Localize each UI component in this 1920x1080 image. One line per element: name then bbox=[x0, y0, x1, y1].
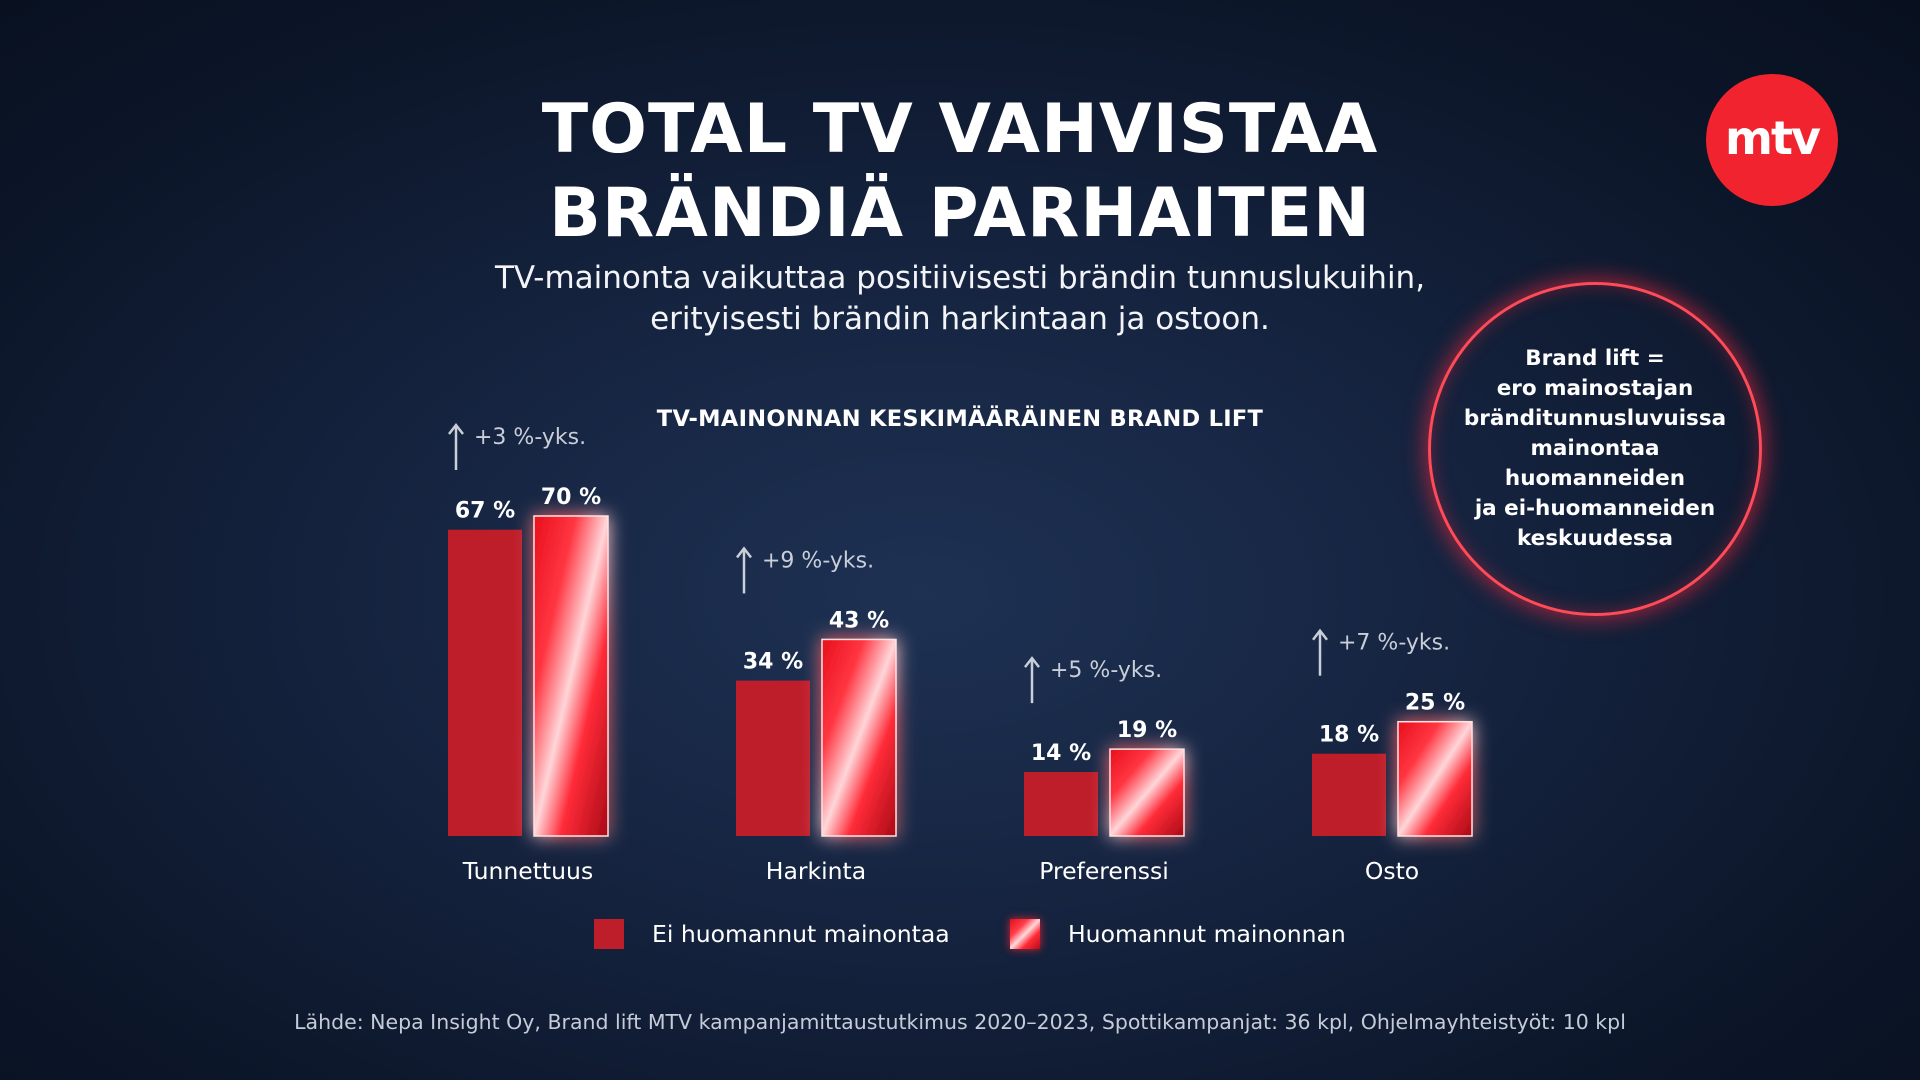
legend-swatch-not-noticed bbox=[594, 919, 624, 949]
category-label-tunnettuus: Tunnettuus bbox=[462, 857, 593, 885]
lift-arrow-head-icon bbox=[1024, 656, 1040, 668]
lift-label: +9 %-yks. bbox=[762, 548, 874, 573]
bar-noticed-tunnettuus bbox=[533, 515, 609, 837]
bar-noticed-harkinta bbox=[821, 638, 897, 837]
definition-line: ja ei-huomanneiden bbox=[1474, 496, 1716, 521]
legend-label-noticed: Huomannut mainonnan bbox=[1068, 920, 1346, 948]
definition-line: mainontaa huomanneiden bbox=[1504, 436, 1686, 491]
value-label-not-noticed: 14 % bbox=[1031, 741, 1091, 766]
page-subtitle: TV-mainonta vaikuttaa positiivisesti brä… bbox=[0, 258, 1920, 340]
category-label-osto: Osto bbox=[1365, 857, 1419, 885]
page-title: TOTAL TV VAHVISTAA BRÄNDIÄ PARHAITEN bbox=[0, 88, 1920, 256]
lift-arrow-head-icon bbox=[736, 546, 752, 559]
value-label-noticed: 43 % bbox=[829, 608, 889, 633]
bar-not-noticed-osto bbox=[1312, 753, 1386, 836]
chart-title: TV-MAINONNAN KESKIMÄÄRÄINEN BRAND LIFT bbox=[656, 406, 1264, 432]
mtv-logo-text: mtv bbox=[1725, 111, 1821, 165]
brand-lift-definition-text: Brand lift = ero mainostajan bränditunnu… bbox=[1450, 344, 1740, 554]
lift-arrow-head-icon bbox=[448, 422, 464, 435]
definition-line: bränditunnusluvuissa bbox=[1463, 406, 1727, 431]
title-line-2: BRÄNDIÄ PARHAITEN bbox=[549, 174, 1371, 253]
definition-line: ero mainostajan bbox=[1496, 376, 1694, 401]
category-label-harkinta: Harkinta bbox=[766, 857, 866, 885]
subtitle-line-1: TV-mainonta vaikuttaa positiivisesti brä… bbox=[494, 260, 1426, 296]
legend-swatch-noticed bbox=[1010, 919, 1040, 949]
category-label-preferenssi: Preferenssi bbox=[1039, 857, 1169, 885]
brand-lift-definition-circle: Brand lift = ero mainostajan bränditunnu… bbox=[1428, 282, 1762, 616]
mtv-logo: mtv bbox=[1706, 74, 1838, 206]
bar-noticed-osto bbox=[1397, 720, 1473, 837]
value-label-not-noticed: 18 % bbox=[1319, 723, 1379, 748]
bar-not-noticed-tunnettuus bbox=[448, 529, 522, 836]
legend-item-not-noticed: Ei huomannut mainontaa bbox=[594, 919, 950, 949]
value-label-not-noticed: 67 % bbox=[455, 499, 515, 524]
value-label-not-noticed: 34 % bbox=[743, 650, 803, 675]
lift-label: +3 %-yks. bbox=[474, 425, 586, 450]
bar-not-noticed-harkinta bbox=[736, 680, 810, 836]
lift-label: +7 %-yks. bbox=[1338, 631, 1450, 656]
bar-noticed-preferenssi bbox=[1109, 748, 1185, 837]
lift-label: +5 %-yks. bbox=[1050, 658, 1162, 683]
definition-line: keskuudessa bbox=[1516, 526, 1674, 551]
value-label-noticed: 70 % bbox=[541, 485, 601, 510]
value-label-noticed: 25 % bbox=[1405, 691, 1465, 716]
bar-not-noticed-preferenssi bbox=[1024, 772, 1098, 836]
subtitle-line-2: erityisesti brändin harkintaan ja ostoon… bbox=[650, 301, 1270, 337]
title-line-1: TOTAL TV VAHVISTAA bbox=[541, 90, 1379, 169]
lift-arrow-head-icon bbox=[1312, 628, 1328, 641]
legend-item-noticed: Huomannut mainonnan bbox=[1010, 919, 1346, 949]
definition-line: Brand lift = bbox=[1525, 346, 1665, 371]
legend-label-not-noticed: Ei huomannut mainontaa bbox=[652, 920, 950, 948]
value-label-noticed: 19 % bbox=[1117, 718, 1177, 743]
source-note: Lähde: Nepa Insight Oy, Brand lift MTV k… bbox=[294, 1010, 1626, 1034]
